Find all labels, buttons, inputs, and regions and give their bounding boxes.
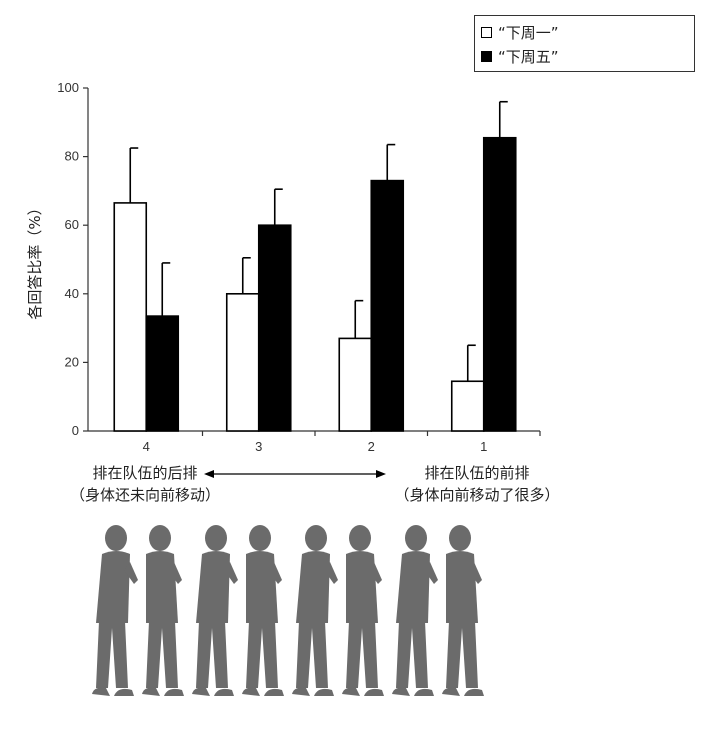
- caption-line: （身体还未向前移动）: [69, 486, 220, 504]
- person-silhouette: [242, 525, 284, 696]
- caption-back-of-line: 排在队伍的后排 （身体还未向前移动）: [45, 462, 245, 506]
- bar-monday: [450, 380, 485, 432]
- caption-line: 排在队伍的后排: [92, 464, 198, 482]
- legend-entry-monday: “下周一”: [481, 21, 559, 43]
- bar-monday: [338, 337, 373, 432]
- person-silhouette: [142, 525, 184, 696]
- bars: [113, 100, 517, 432]
- y-axis: 0 20 40 60 80 100: [57, 80, 89, 438]
- legend-entry-friday: “下周五”: [481, 45, 559, 67]
- person-silhouette: [442, 525, 484, 696]
- legend-label: “下周五”: [498, 47, 559, 66]
- person-silhouette: [92, 525, 138, 696]
- y-tick-label: 60: [65, 217, 79, 232]
- x-tick-label: 4: [143, 439, 150, 454]
- x-tick-label: 2: [368, 439, 375, 454]
- y-tick-label: 0: [72, 423, 79, 438]
- caption-line: （身体向前移动了很多）: [394, 486, 560, 504]
- legend: “下周一” “下周五”: [474, 15, 695, 72]
- caption-front-of-line: 排在队伍的前排 （身体向前移动了很多）: [372, 462, 582, 506]
- caption-line: 排在队伍的前排: [424, 464, 530, 482]
- person-silhouette: [342, 525, 384, 696]
- x-tick-label: 3: [255, 439, 262, 454]
- person-silhouette: [192, 525, 238, 696]
- bar-friday: [145, 315, 180, 432]
- legend-swatch-black: [481, 50, 492, 62]
- y-tick-label: 20: [65, 354, 79, 369]
- queue-people-illustration: [92, 525, 484, 696]
- bar-monday: [225, 292, 260, 432]
- bar-friday: [257, 224, 292, 432]
- y-tick-label: 80: [65, 149, 79, 164]
- y-tick-label: 100: [57, 80, 79, 95]
- bar-friday: [370, 179, 405, 432]
- bar-friday: [482, 136, 517, 432]
- y-tick-label: 40: [65, 286, 79, 301]
- person-silhouette: [392, 525, 438, 696]
- x-tick-label: 1: [480, 439, 487, 454]
- legend-label: “下周一”: [498, 23, 559, 42]
- x-axis: 4 3 2 1: [88, 430, 541, 454]
- bar-monday: [113, 202, 148, 432]
- person-silhouette: [292, 525, 338, 696]
- legend-swatch-white: [481, 26, 492, 38]
- double-arrow-icon: [204, 470, 386, 478]
- y-axis-label: 各回答比率（%）: [26, 200, 44, 319]
